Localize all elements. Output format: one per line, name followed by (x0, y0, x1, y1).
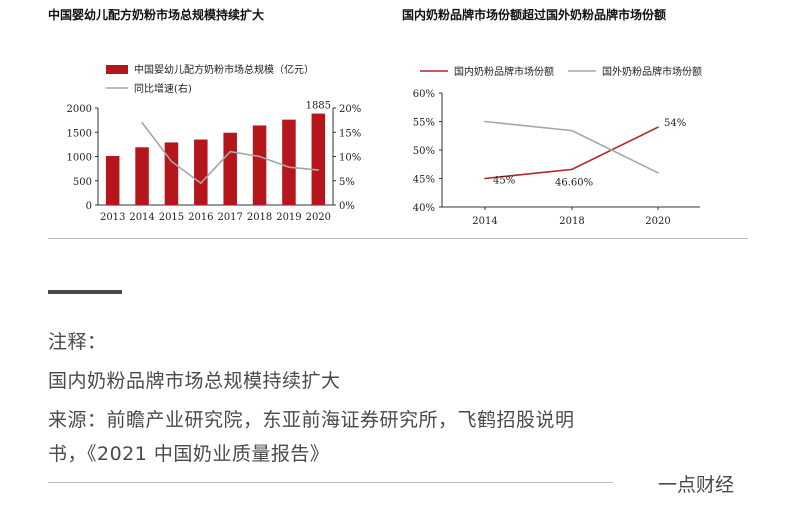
domestic-point-2018 (571, 168, 573, 171)
domestic-point-2020 (657, 126, 659, 128)
bar-2019 (282, 119, 296, 205)
growth-point-2015 (170, 160, 173, 163)
x-tick-label: 2015 (159, 212, 184, 223)
y-tick-label: 55% (413, 118, 435, 129)
chart1-title: 中国婴幼儿配方奶粉市场总规模持续扩大 (48, 8, 265, 22)
growth-point-2019 (288, 166, 290, 168)
bar-2017 (223, 132, 237, 205)
x-tick-label: 2014 (129, 212, 154, 223)
bar-data-label: 1885 (306, 101, 331, 112)
legend-line-label: 同比增速(右) (134, 82, 192, 95)
y2-tick-label: 0% (339, 201, 355, 212)
brand-label: 一点财经 (657, 474, 734, 496)
x-tick-label: 2019 (276, 212, 301, 223)
note-heading: 注释： (48, 331, 107, 353)
y-tick-label: 50% (413, 146, 435, 157)
x-tick-label: 2018 (559, 216, 584, 227)
market-share-chart: 40% 45% 50% 55% 60% 2014 2018 2020 45% 46.60% 54% 国… (413, 65, 702, 227)
share-data-label: 54% (664, 118, 686, 129)
x-tick-label: 2014 (472, 216, 497, 227)
note-source-line2: 书，《2021 中国奶业质量报告》 (48, 443, 330, 465)
y-tick-label: 0 (86, 201, 92, 212)
bar-2020 (311, 113, 326, 205)
x-tick-label: 2017 (217, 212, 242, 223)
footer-rule (48, 482, 613, 483)
legend-domestic-label: 国内奶粉品牌市场份额 (454, 65, 554, 78)
bar-2015 (164, 142, 179, 205)
y-tick-label: 500 (73, 177, 92, 188)
growth-point-2018 (258, 155, 261, 158)
foreign-point-2014 (484, 120, 486, 123)
y-tick-label: 40% (413, 203, 435, 214)
legend-foreign-label: 国外奶粉品牌市场份额 (602, 65, 702, 78)
y-tick-label: 60% (413, 89, 435, 100)
foreign-share-line (484, 120, 659, 174)
chart-divider (48, 238, 748, 239)
growth-point-2020 (317, 169, 320, 171)
domestic-share-line (484, 126, 659, 180)
bar-2014 (135, 147, 149, 205)
bar-2016 (194, 139, 208, 205)
y-tick-label: 45% (413, 175, 435, 186)
growth-point-2014 (141, 121, 143, 124)
domestic-point-2014 (484, 177, 486, 180)
x-tick-label: 2016 (188, 212, 213, 223)
y-tick-label: 1500 (67, 128, 92, 139)
x-tick-label: 2013 (100, 212, 125, 223)
growth-point-2016 (200, 182, 202, 184)
x-tick-label: 2018 (247, 212, 272, 223)
y2-tick-label: 15% (339, 128, 361, 139)
y-tick-label: 1000 (67, 153, 92, 164)
share-data-label: 45% (493, 176, 515, 187)
bar-2013 (105, 156, 120, 205)
x-tick-label: 2020 (645, 216, 670, 227)
accent-bar (48, 290, 122, 294)
foreign-point-2020 (657, 172, 659, 174)
x-tick-label: 2020 (306, 212, 331, 223)
bar-2018 (252, 125, 267, 205)
y-tick-label: 2000 (67, 104, 92, 115)
growth-point-2017 (229, 150, 231, 153)
note-source-line: 来源：前瞻产业研究院，东亚前海证券研究所，飞鹤招股说明 (48, 409, 575, 431)
y2-tick-label: 10% (339, 153, 361, 164)
note-line1: 国内奶粉品牌市场总规模持续扩大 (48, 370, 341, 392)
y2-tick-label: 5% (339, 177, 355, 188)
y2-tick-label: 20% (339, 104, 361, 115)
market-size-chart: 0 500 1000 1500 2000 0% 5% 10% 15% 20% 2013 2014 201… (67, 63, 362, 223)
foreign-point-2018 (571, 129, 573, 132)
chart2-title: 国内奶粉品牌市场份额超过国外奶粉品牌市场份额 (402, 8, 667, 22)
legend-bar-label: 中国婴幼儿配方奶粉市场总规模（亿元） (134, 63, 314, 76)
legend-bar-swatch (106, 65, 128, 74)
share-data-label: 46.60% (555, 177, 593, 188)
